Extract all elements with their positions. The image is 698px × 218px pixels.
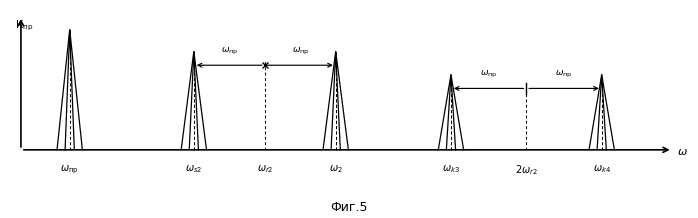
Text: $\omega_{k4}$: $\omega_{k4}$	[593, 164, 611, 175]
Text: $\mathrm{К}_{\mathregular{пр}}$: $\mathrm{К}_{\mathregular{пр}}$	[15, 19, 33, 33]
Text: $\omega_{s2}$: $\omega_{s2}$	[185, 164, 202, 175]
Text: $\omega_{k3}$: $\omega_{k3}$	[442, 164, 460, 175]
Text: $\omega_{2}$: $\omega_{2}$	[329, 164, 343, 175]
Text: $\omega_{r2}$: $\omega_{r2}$	[256, 164, 273, 175]
Text: $\omega_{\mathregular{пр}}$: $\omega_{\mathregular{пр}}$	[292, 46, 309, 57]
Text: Фиг.5: Фиг.5	[330, 201, 368, 214]
Text: $\omega_{\mathregular{пр}}$: $\omega_{\mathregular{пр}}$	[221, 46, 238, 57]
Text: $2\omega_{r2}$: $2\omega_{r2}$	[515, 164, 537, 177]
Text: $\omega_{\mathregular{пр}}$: $\omega_{\mathregular{пр}}$	[556, 69, 573, 80]
Text: $\omega_{\mathregular{пр}}$: $\omega_{\mathregular{пр}}$	[480, 69, 498, 80]
Text: $\omega_{\mathregular{пр}}$: $\omega_{\mathregular{пр}}$	[61, 164, 79, 176]
Text: $\omega$: $\omega$	[677, 147, 688, 157]
